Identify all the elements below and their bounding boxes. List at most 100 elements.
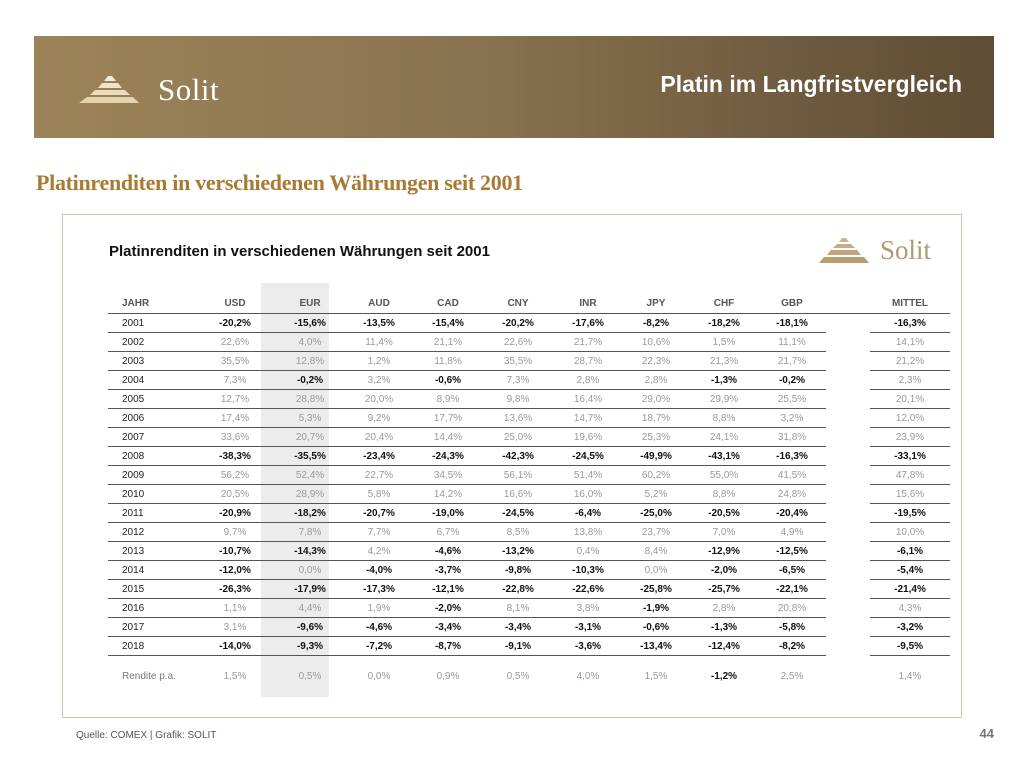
cell-gbp: -6,5% [758,560,826,580]
cell-aud: -20,7% [344,503,414,523]
row-label: 2003 [108,351,194,371]
column-gap [826,447,870,466]
cell-eur: -17,9% [276,579,344,599]
cell-cny: 16,6% [482,484,554,504]
cell-chf: 55,0% [690,465,758,485]
cell-chf: -18,2% [690,313,758,333]
cell-jpy: 5,2% [622,484,690,504]
cell-gbp: 4,9% [758,522,826,542]
column-gap [826,371,870,390]
cell-eur: 28,8% [276,389,344,409]
cell-jpy: -25,8% [622,579,690,599]
cell-cad: -0,6% [414,370,482,390]
cell-gbp: 41,5% [758,465,826,485]
row-label: 2015 [108,579,194,599]
cell-eur: 12,8% [276,351,344,371]
cell-aud: -4,6% [344,617,414,637]
cell-eur: 0,5% [298,670,322,682]
cell-usd: -26,3% [194,579,276,599]
cell-cny: 56,1% [482,465,554,485]
cell-jpy: 1,5% [644,670,668,682]
cell-cad: -3,7% [414,560,482,580]
row-label: 2011 [108,503,194,523]
cell-mittel: -16,3% [870,313,950,333]
cell-inr: 16,0% [554,484,622,504]
row-label: 2014 [108,560,194,580]
cell-chf: 7,0% [690,522,758,542]
cell-inr: 19,6% [554,427,622,447]
cell-cad: -15,4% [414,313,482,333]
table-row: 2005 12,7% 28,8% 20,0% 8,9% 9,8% 16,4% 29,0% 29,… [108,389,950,409]
table-title: Platinrenditen in verschiedenen Währunge… [109,243,490,260]
cell-eur: -9,6% [276,617,344,637]
cell-mittel: -21,4% [870,579,950,599]
table-row: 2010 20,5% 28,9% 5,8% 14,2% 16,6% 16,0% 5,2% 8,8… [108,484,950,504]
cell-jpy: 10,6% [622,332,690,352]
cell-cny: -20,2% [482,313,554,333]
cell-cad: 34,5% [414,465,482,485]
cell-jpy: 25,3% [622,427,690,447]
column-gap [826,504,870,523]
cell-usd: 22,6% [194,332,276,352]
cell-cad: 6,7% [414,522,482,542]
cell-gbp: -16,3% [758,446,826,466]
cell-mittel: -19,5% [870,503,950,523]
cell-usd: -12,0% [194,560,276,580]
cell-chf: -1,3% [690,617,758,637]
cell-eur: 28,9% [276,484,344,504]
cell-usd: 1,1% [194,598,276,618]
table-row: 2015 -26,3% -17,9% -17,3% -12,1% -22,8% -22,6%… [108,579,950,599]
cell-inr: -3,1% [554,617,622,637]
cell-cny: 25,0% [482,427,554,447]
cell-mittel: -5,4% [870,560,950,580]
cell-inr: 14,7% [554,408,622,428]
column-gap [826,409,870,428]
cell-jpy: -13,4% [622,636,690,656]
column-gap [826,293,870,314]
cell-gbp: -22,1% [758,579,826,599]
cell-jpy: 23,7% [622,522,690,542]
cell-gbp: 2,5% [780,670,804,682]
column-header-mittel: MITTEL [891,297,929,309]
cell-eur: 4,4% [276,598,344,618]
cell-eur: 52,4% [276,465,344,485]
cell-inr: -6,4% [554,503,622,523]
cell-cad: 8,9% [414,389,482,409]
cell-usd: 9,7% [194,522,276,542]
cell-eur: -35,5% [276,446,344,466]
cell-inr: 0,4% [554,541,622,561]
cell-usd: -10,7% [194,541,276,561]
cell-mittel: 4,3% [870,598,950,618]
cell-gbp: -0,2% [758,370,826,390]
cell-jpy: 60,2% [622,465,690,485]
cell-eur: -9,3% [276,636,344,656]
table-row: 2002 22,6% 4,0% 11,4% 21,1% 22,6% 21,7% 10,6% 1,… [108,332,950,352]
cell-mittel: 21,2% [870,351,950,371]
cell-eur: 0,0% [276,560,344,580]
cell-mittel: 12,0% [870,408,950,428]
cell-inr: 28,7% [554,351,622,371]
cell-chf: -2,0% [690,560,758,580]
cell-gbp: 25,5% [758,389,826,409]
cell-usd: -14,0% [194,636,276,656]
cell-cny: 9,8% [482,389,554,409]
column-header-gbp: GBP [781,297,803,309]
cell-usd: 7,3% [194,370,276,390]
row-label: 2001 [108,313,194,333]
cell-usd: 12,7% [194,389,276,409]
column-header-inr: INR [579,297,597,309]
cell-chf: 24,1% [690,427,758,447]
cell-cad: -2,0% [414,598,482,618]
cell-cad: -3,4% [414,617,482,637]
row-label: Rendite p.a. [122,670,176,682]
cell-eur: -14,3% [276,541,344,561]
cell-cny: -13,2% [482,541,554,561]
cell-inr: 16,4% [554,389,622,409]
cell-cad: 14,4% [414,427,482,447]
column-gap [826,618,870,637]
slide-title: Platin im Langfristvergleich [660,71,962,97]
cell-usd: -38,3% [194,446,276,466]
cell-mittel: -3,2% [870,617,950,637]
cell-cad: -24,3% [414,446,482,466]
cell-jpy: -25,0% [622,503,690,523]
